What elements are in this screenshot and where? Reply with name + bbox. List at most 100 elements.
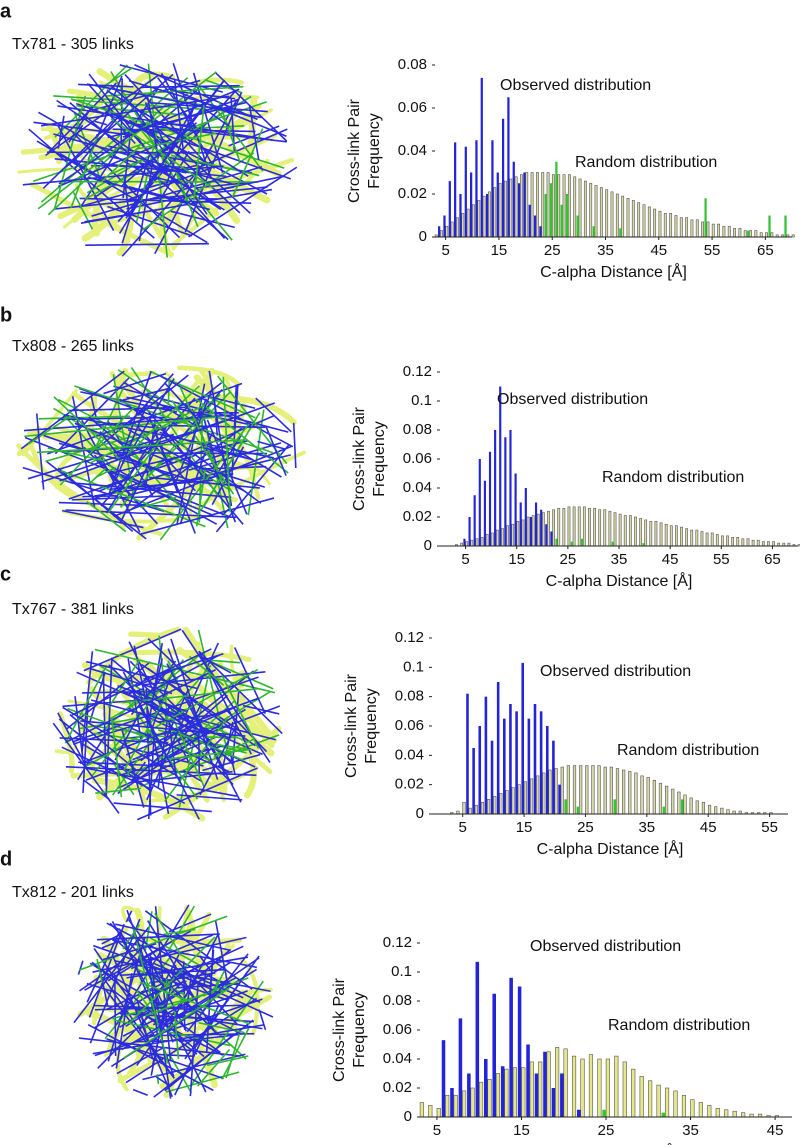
bar [707,1105,712,1118]
series-label: Observed distribution [540,663,691,680]
bar [557,507,561,547]
x-tick-label: 45 [700,819,717,836]
bar [482,195,486,238]
crosslink [292,422,297,469]
bar [614,1055,619,1118]
bar [496,172,499,237]
crosslink [64,664,108,744]
bar [454,142,457,237]
crosslink [199,728,236,796]
bar [466,693,469,814]
y-tick-label: 0.04 [395,746,424,763]
crosslink [107,660,140,709]
crosslink [58,132,135,185]
y-tick-label: 0.02 [398,185,427,202]
bar [445,1094,450,1118]
bar [626,198,630,238]
crosslink [148,643,164,722]
bar [534,1073,539,1117]
crosslink [121,690,182,723]
bar [543,1051,547,1117]
bar [483,480,486,546]
y-tick-label: 0.08 [395,688,424,705]
crosslink [186,953,249,1033]
crosslink [38,415,131,420]
bar [721,535,724,547]
bar [679,217,683,238]
x-tick-label: 55 [761,819,778,836]
bar [527,718,531,814]
bar [652,779,656,815]
crosslink [101,941,118,949]
x-axis-label: C-alpha Distance [Å] [537,839,684,858]
x-tick-label: 5 [441,242,449,259]
y-tick-label: 0.06 [398,99,427,116]
y-axis-label-line: Frequency [366,113,383,189]
bar [473,495,476,546]
bar [677,791,681,815]
x-tick-label: 35 [597,242,614,259]
bar [496,529,499,547]
crosslink [149,476,260,489]
bar [665,785,669,815]
bar [453,1094,458,1118]
ribbon [128,631,164,639]
bar [496,682,500,814]
bar [428,1105,433,1118]
x-tick-label: 15 [491,242,508,259]
crosslink [248,105,260,161]
crosslink [74,696,84,760]
bar [772,541,775,547]
crosslink [78,915,228,971]
bar [456,217,459,238]
bar [526,516,530,547]
bar [485,534,489,547]
bar [468,807,472,815]
bar [621,195,625,238]
crosslink [134,694,212,733]
ribbon [162,725,282,820]
crosslink [168,723,177,777]
structure-image [52,626,283,822]
bar [512,1067,517,1118]
bar [619,228,622,237]
crosslink [137,767,258,821]
y-tick-label: 0 [416,805,424,822]
crosslink [54,157,227,178]
bar [597,765,601,815]
crosslink [258,1009,267,1030]
bar [644,519,648,547]
x-tick-label: 25 [598,1122,615,1139]
crosslink [92,453,223,500]
y-tick-label: 0.02 [403,508,432,525]
bar [605,1058,610,1118]
bar [681,799,684,814]
crosslink [94,1004,247,1011]
structure-title: Tx812 - 201 links [12,884,134,901]
bar [622,1061,627,1118]
y-tick-label: 0 [419,228,427,245]
bar [504,1068,509,1118]
bar [597,1058,602,1118]
crosslink [88,923,125,1018]
bar [663,213,667,238]
bar [509,178,513,238]
bar [784,215,787,237]
bar [583,180,587,238]
bar [695,800,699,815]
crosslink [81,742,186,805]
bar [529,1061,534,1118]
crosslink [36,140,208,244]
series-label: Observed distribution [530,938,681,955]
crosslink [24,416,219,438]
crosslink [144,102,169,151]
bar [605,189,609,238]
crosslink [198,1021,245,1034]
crosslink [71,99,241,113]
crosslink [60,469,206,528]
x-axis-label: C-alpha Distance [Å] [540,262,687,281]
crosslink [100,145,141,183]
crosslink [214,71,288,142]
bar [628,515,632,547]
bar [515,711,518,814]
